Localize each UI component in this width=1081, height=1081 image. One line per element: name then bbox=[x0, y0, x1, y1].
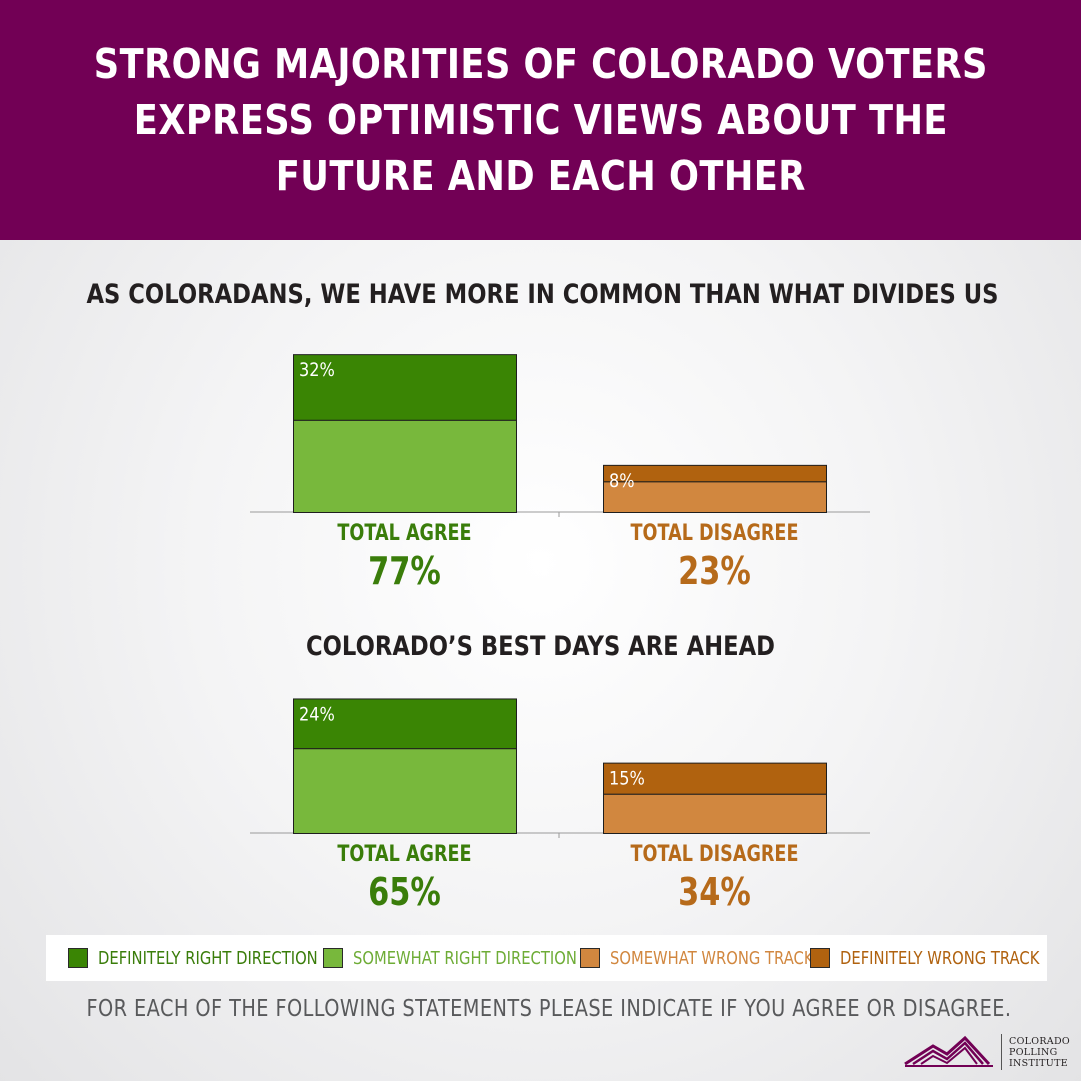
data-label-agree: 24% bbox=[299, 704, 335, 726]
category-label-disagree: TOTAL DISAGREE bbox=[631, 520, 799, 545]
title-line-2: EXPRESS OPTIMISTIC VIEWS ABOUT THE bbox=[133, 96, 948, 144]
bar-agree-definitely-right bbox=[293, 354, 517, 421]
bar-disagree-somewhat-wrong bbox=[603, 793, 827, 834]
bar-disagree-definitely-wrong bbox=[603, 762, 827, 795]
bar-agree-somewhat-right bbox=[293, 419, 517, 513]
logo-divider bbox=[1001, 1034, 1002, 1070]
legend-label-somewhat-right: SOMEWHAT RIGHT DIRECTION bbox=[353, 947, 577, 969]
legend-item-definitely-right: DEFINITELY RIGHT DIRECTION bbox=[68, 948, 366, 969]
legend: DEFINITELY RIGHT DIRECTION SOMEWHAT RIGH… bbox=[46, 935, 1047, 981]
legend-item-definitely-wrong: DEFINITELY WRONG TRACK bbox=[810, 948, 1081, 969]
category-label-agree: TOTAL AGREE bbox=[337, 520, 471, 545]
category-label-agree: TOTAL AGREE bbox=[337, 841, 471, 866]
total-value-disagree: 23% bbox=[678, 550, 751, 594]
legend-label-somewhat-wrong: SOMEWHAT WRONG TRACK bbox=[610, 947, 814, 969]
title-line-3: FUTURE AND EACH OTHER bbox=[275, 152, 806, 200]
page-title: STRONG MAJORITIES OF COLORADO VOTERS EXP… bbox=[93, 36, 987, 204]
colorado-polling-institute-logo: COLORADO POLLING INSTITUTE bbox=[903, 1030, 1073, 1074]
legend-swatch-definitely-wrong bbox=[810, 948, 830, 968]
chart-2-title: COLORADO’S BEST DAYS ARE AHEAD bbox=[306, 631, 775, 662]
header-banner: STRONG MAJORITIES OF COLORADO VOTERS EXP… bbox=[0, 0, 1081, 240]
logo-line-2: POLLING bbox=[1009, 1047, 1058, 1058]
chart-1-title: AS COLORADANS, WE HAVE MORE IN COMMON TH… bbox=[86, 279, 999, 310]
legend-label-definitely-right: DEFINITELY RIGHT DIRECTION bbox=[98, 947, 318, 969]
bar-agree-definitely-right bbox=[293, 698, 517, 750]
total-value-disagree: 34% bbox=[678, 871, 751, 915]
title-line-1: STRONG MAJORITIES OF COLORADO VOTERS bbox=[93, 40, 988, 88]
logo-text: COLORADO POLLING INSTITUTE bbox=[1009, 1036, 1070, 1069]
total-value-agree: 65% bbox=[368, 871, 441, 915]
chart-1-common-ground: 32% TOTAL AGREE 77% 8% TOTAL DISAGREE 23% bbox=[250, 354, 870, 594]
bar-agree-somewhat-right bbox=[293, 748, 517, 835]
legend-swatch-definitely-right bbox=[68, 948, 88, 968]
legend-item-somewhat-right: SOMEWHAT RIGHT DIRECTION bbox=[323, 948, 626, 969]
legend-swatch-somewhat-right bbox=[323, 948, 343, 968]
legend-label-definitely-wrong: DEFINITELY WRONG TRACK bbox=[840, 947, 1040, 969]
mountain-logo-icon bbox=[904, 1035, 993, 1067]
data-label-disagree: 15% bbox=[609, 768, 645, 790]
legend-swatch-somewhat-wrong bbox=[580, 948, 600, 968]
category-label-disagree: TOTAL DISAGREE bbox=[631, 841, 799, 866]
chart-2-best-days-ahead: 24% TOTAL AGREE 65% 15% TOTAL DISAGREE 34% bbox=[250, 698, 870, 915]
survey-question: FOR EACH OF THE FOLLOWING STATEMENTS PLE… bbox=[86, 996, 1012, 1022]
bar-disagree-somewhat-wrong bbox=[603, 481, 827, 513]
data-label-agree: 32% bbox=[299, 360, 335, 382]
logo-line-3: INSTITUTE bbox=[1009, 1058, 1068, 1069]
legend-item-somewhat-wrong: SOMEWHAT WRONG TRACK bbox=[580, 948, 858, 969]
logo-line-1: COLORADO bbox=[1009, 1036, 1070, 1047]
data-label-disagree: 8% bbox=[609, 471, 635, 493]
bar-disagree-definitely-wrong bbox=[603, 464, 827, 483]
total-value-agree: 77% bbox=[368, 550, 441, 594]
